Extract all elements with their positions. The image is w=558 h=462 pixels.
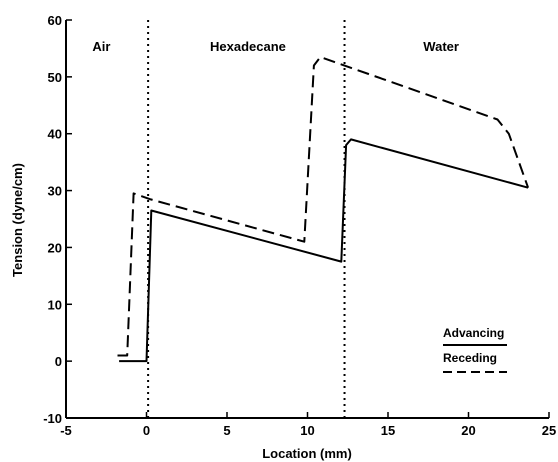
legend-advancing-label: Advancing <box>443 326 504 340</box>
y-tick-label: -10 <box>43 411 62 426</box>
x-tick-label: 5 <box>223 423 230 438</box>
y-tick-label: 0 <box>55 354 62 369</box>
x-tick-label: 15 <box>381 423 395 438</box>
region-label: Air <box>92 39 110 54</box>
x-tick-label: 10 <box>300 423 314 438</box>
series-line-advancing <box>119 138 529 363</box>
y-tick-label: 30 <box>48 184 62 199</box>
x-axis-label: Location (mm) <box>262 446 352 461</box>
series-line-receding <box>117 56 530 357</box>
x-tick-label: 25 <box>542 423 556 438</box>
x-tick-label: 0 <box>143 423 150 438</box>
legend-receding-label: Receding <box>443 351 497 365</box>
y-tick-label: 10 <box>48 297 62 312</box>
region-label: Hexadecane <box>210 39 286 54</box>
region-label: Water <box>423 39 459 54</box>
y-tick-label: 50 <box>48 70 62 85</box>
x-tick-label: -5 <box>60 423 72 438</box>
legend: Advancing Receding <box>443 326 507 373</box>
series-group <box>117 56 530 363</box>
x-axis: -5 0 5 10 15 20 25 <box>60 412 556 438</box>
y-tick-label: 40 <box>48 127 62 142</box>
y-tick-label: 20 <box>48 240 62 255</box>
phase-boundaries <box>147 20 346 418</box>
y-tick-label: 60 <box>48 13 62 28</box>
x-tick-label: 20 <box>461 423 475 438</box>
y-axis-label: Tension (dyne/cm) <box>10 163 25 277</box>
y-axis: -10 0 10 20 30 40 50 60 <box>43 13 72 426</box>
region-labels: Air Hexadecane Water <box>92 39 459 54</box>
